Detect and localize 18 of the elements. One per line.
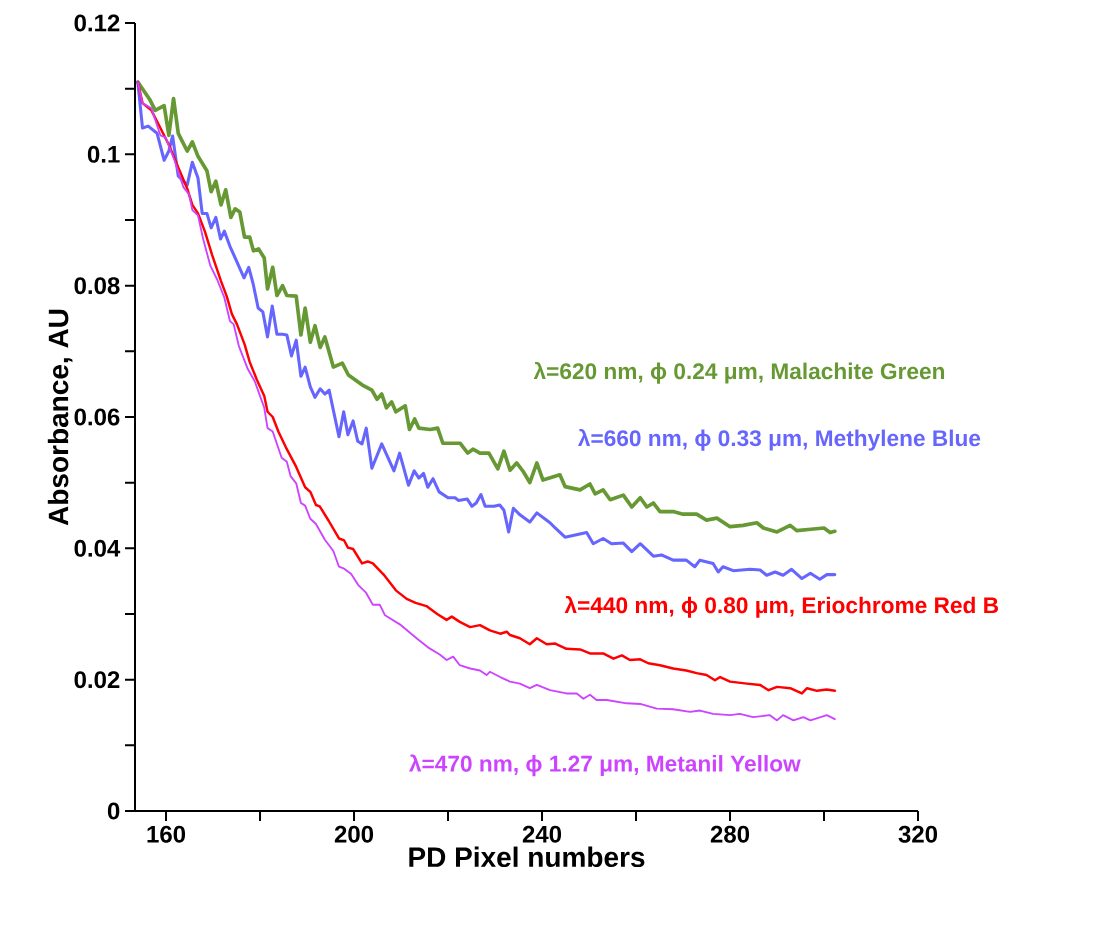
x-tick-label: 240 (522, 825, 562, 843)
series-label: λ=470 nm, ϕ 1.27 μm, Metanil Yellow (409, 754, 801, 777)
y-axis-title: Absorbance, AU (47, 309, 73, 526)
y-tick-label: 0.1 (87, 145, 120, 163)
x-tick-label: 280 (710, 825, 750, 843)
text: λ=620 nm, ϕ 0.24 μm, Malachite Green (533, 362, 945, 384)
text: λ=660 nm, ϕ 0.33 μm, Methylene Blue (577, 428, 981, 451)
y-tick-label: 0.12 (74, 14, 120, 32)
y-tick-label: 0.08 (74, 277, 120, 295)
y-tick-label: 0.02 (74, 671, 120, 689)
y-tick-label: 0.06 (74, 408, 120, 426)
x-axis-title: PD Pixel numbers (409, 846, 645, 868)
series-label: λ=440 nm, ϕ 0.80 μm, Eriochrome Red B (564, 596, 999, 618)
x-tick-label: 320 (898, 825, 938, 843)
y-tick-label: 0.04 (74, 539, 121, 557)
x-tick-label: 200 (334, 825, 374, 843)
y-tick-label: 0 (107, 802, 120, 820)
x-tick-label: 160 (147, 825, 186, 843)
